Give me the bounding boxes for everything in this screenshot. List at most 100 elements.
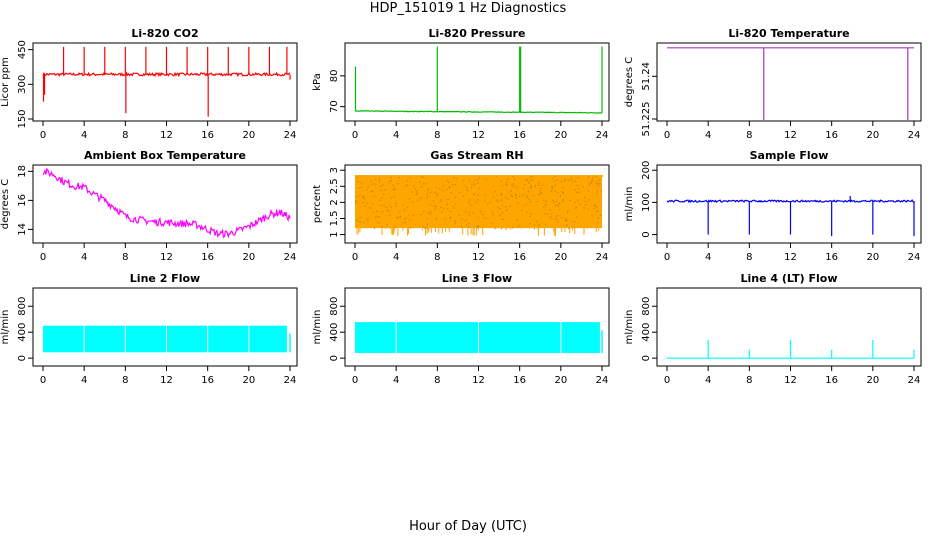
- panel-title: Line 3 Flow: [442, 272, 512, 285]
- panel-title: Ambient Box Temperature: [84, 149, 246, 162]
- y-tick-label: 400: [641, 323, 652, 342]
- panel-ylabel: ml/min: [624, 187, 635, 222]
- data-point: [426, 193, 428, 195]
- data-point: [590, 180, 593, 182]
- x-tick-label: 8: [434, 252, 440, 263]
- y-tick-label: 70: [329, 100, 340, 113]
- data-point: [468, 226, 470, 228]
- data-layer: [42, 46, 291, 117]
- data-point: [541, 184, 544, 186]
- data-point: [595, 211, 597, 213]
- panel-title: Gas Stream RH: [430, 149, 523, 162]
- data-point: [414, 188, 417, 190]
- data-layer: [667, 339, 915, 359]
- panel-ylabel: percent: [312, 185, 323, 223]
- data-point: [562, 199, 564, 201]
- data-point: [551, 177, 553, 180]
- data-point: [545, 204, 547, 206]
- data-point: [470, 186, 473, 189]
- data-point: [382, 184, 384, 186]
- y-tick-label: 0: [17, 355, 28, 361]
- data-point: [361, 182, 363, 184]
- data-point: [500, 192, 503, 195]
- data-point: [402, 204, 404, 206]
- panel-frame: [656, 42, 922, 122]
- data-point: [469, 214, 471, 216]
- data-point: [390, 197, 392, 199]
- y-tick-label: 1: [329, 231, 340, 237]
- data-point: [372, 211, 374, 213]
- data-point: [426, 223, 429, 226]
- data-point: [376, 210, 378, 212]
- data-point: [449, 217, 451, 219]
- data-point: [552, 199, 554, 201]
- data-point: [598, 185, 600, 187]
- data-point: [562, 200, 564, 203]
- figure-xlabel: Hour of Day (UTC): [409, 519, 527, 534]
- data-point: [497, 201, 499, 203]
- y-tick-label: 0: [641, 355, 652, 361]
- data-point: [430, 211, 432, 213]
- x-tick-label: 20: [554, 130, 567, 141]
- panel-frame: [32, 164, 298, 244]
- data-point: [423, 227, 426, 229]
- data-point: [505, 183, 507, 185]
- data-point: [406, 184, 408, 186]
- x-tick-label: 8: [434, 375, 440, 386]
- data-point: [474, 179, 477, 181]
- data-point: [369, 180, 372, 182]
- data-point: [574, 189, 576, 191]
- y-tick-label: 51.225: [641, 102, 652, 137]
- data-point: [396, 216, 398, 219]
- data-point: [540, 188, 542, 190]
- data-point: [510, 190, 512, 192]
- data-point: [355, 202, 357, 204]
- panel-title: Li-820 Temperature: [728, 27, 849, 40]
- x-tick-label: 16: [201, 375, 214, 386]
- data-point: [555, 218, 557, 220]
- x-tick-label: 20: [242, 130, 255, 141]
- data-point: [422, 176, 425, 178]
- x-tick-label: 16: [825, 375, 838, 386]
- data-point: [551, 190, 553, 192]
- data-point: [484, 200, 486, 202]
- x-tick-label: 12: [472, 375, 485, 386]
- data-point: [564, 178, 566, 180]
- data-point: [562, 192, 564, 194]
- data-point: [557, 192, 559, 194]
- data-point: [409, 227, 411, 229]
- data-point: [527, 190, 529, 192]
- data-point: [506, 184, 508, 186]
- data-point: [446, 179, 449, 182]
- data-point: [501, 185, 503, 187]
- data-point: [572, 220, 574, 222]
- data-point: [600, 190, 603, 192]
- data-point: [468, 222, 470, 225]
- data-point: [501, 204, 503, 207]
- data-point: [577, 177, 579, 179]
- x-tick-label: 24: [908, 375, 921, 386]
- data-point: [368, 207, 370, 209]
- data-point: [395, 205, 397, 207]
- data-point: [427, 212, 430, 214]
- data-point: [554, 184, 556, 187]
- panel-frame: [344, 42, 610, 122]
- data-point: [477, 226, 479, 228]
- data-point: [453, 177, 455, 179]
- data-point: [395, 202, 397, 204]
- data-point: [491, 211, 493, 213]
- data-point: [435, 187, 438, 189]
- y-tick-label: 150: [17, 109, 28, 128]
- data-point: [377, 221, 380, 224]
- data-point: [596, 206, 598, 208]
- series-line: [354, 110, 603, 114]
- data-point: [583, 207, 585, 209]
- x-tick-label: 12: [160, 252, 173, 263]
- data-point: [567, 209, 569, 212]
- data-point: [442, 189, 444, 192]
- data-point: [375, 183, 377, 185]
- data-point: [596, 222, 599, 224]
- data-point: [577, 199, 579, 201]
- data-point: [575, 207, 577, 209]
- data-point: [533, 224, 535, 226]
